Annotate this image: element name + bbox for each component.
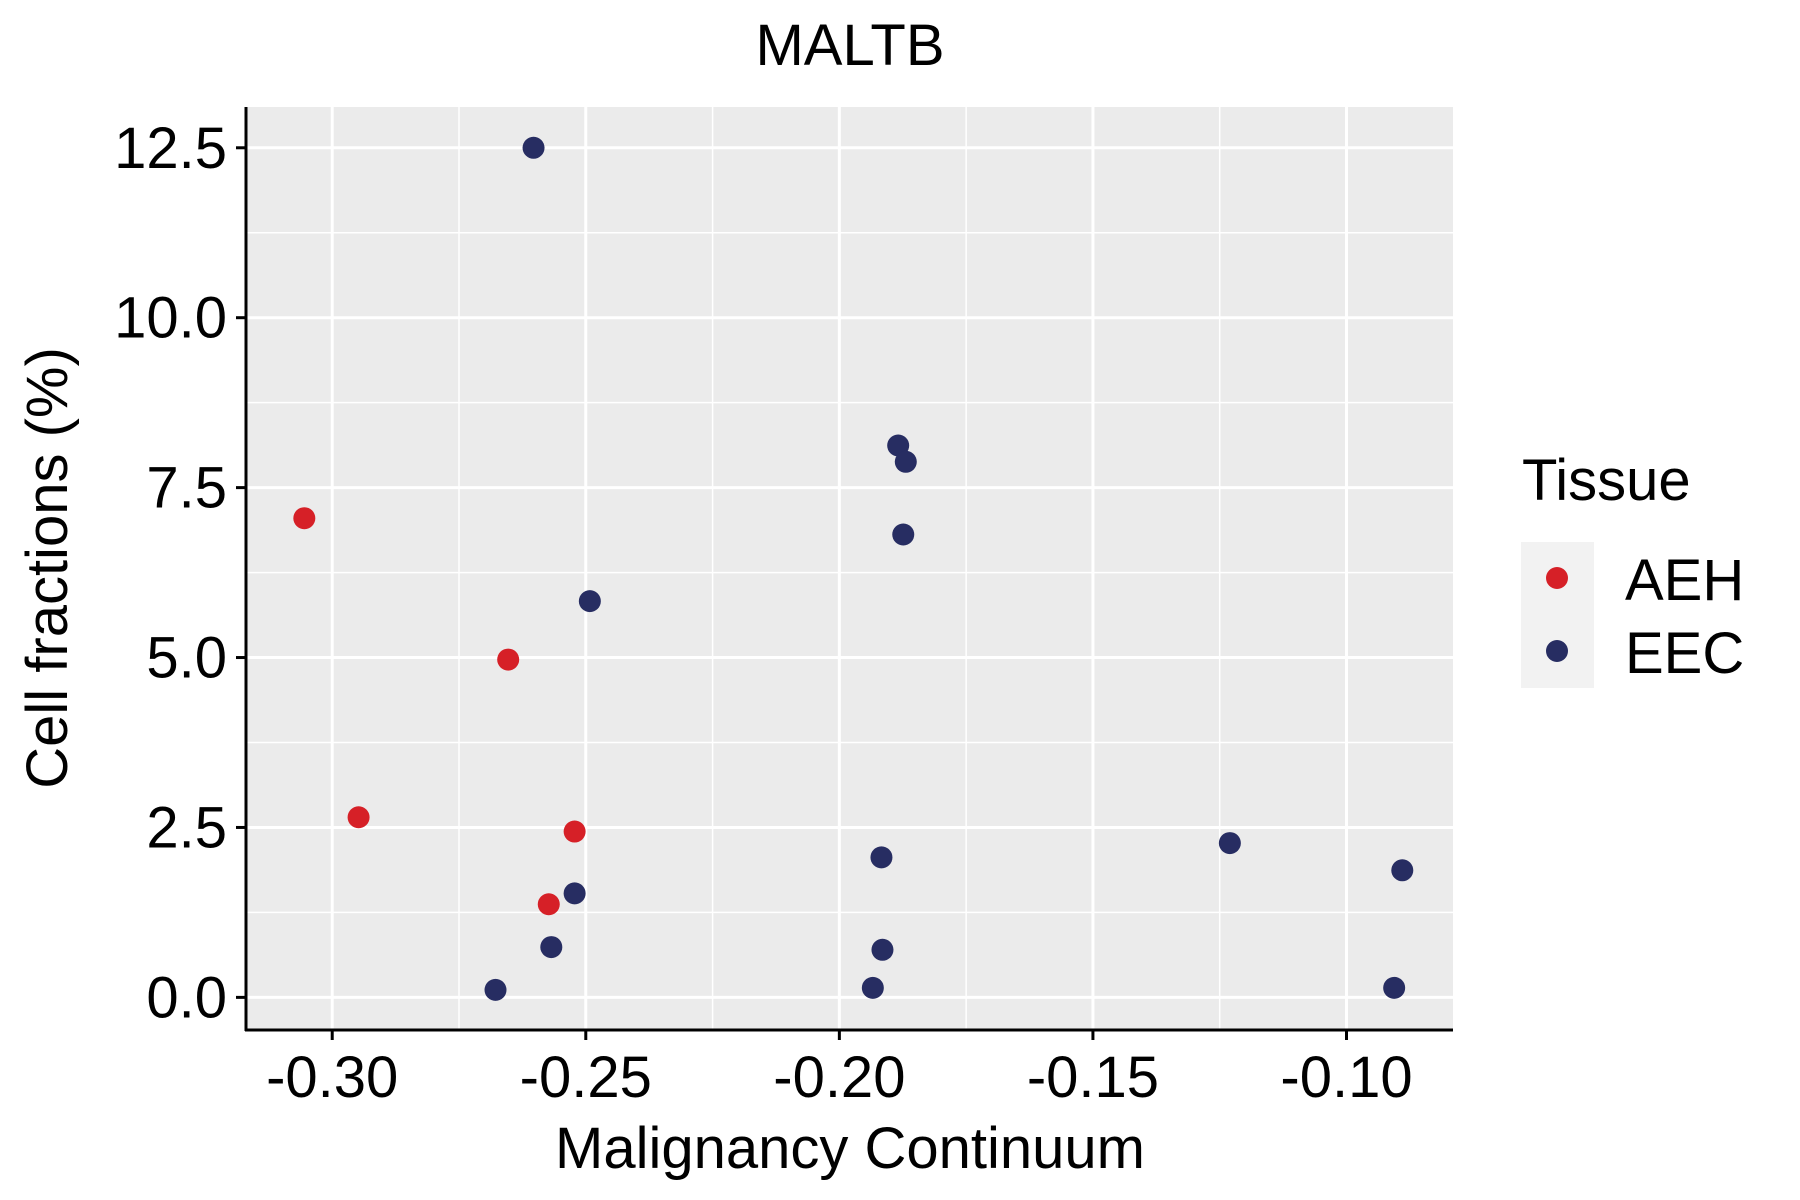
chart-title: MALTB: [755, 13, 944, 78]
y-tick-label: 2.5: [146, 795, 227, 860]
data-point-eec: [540, 936, 563, 959]
x-axis-ticks: -0.30 -0.25 -0.20 -0.15 -0.10: [266, 1030, 1413, 1110]
y-tick-label: 10.0: [114, 286, 227, 351]
legend-key-aeh: [1546, 567, 1568, 589]
data-point-aeh: [347, 806, 370, 829]
y-tick-label: 12.5: [114, 116, 227, 181]
data-point-aeh: [293, 507, 316, 530]
y-tick-label: 5.0: [146, 626, 227, 691]
y-axis-label: Cell fractions (%): [15, 347, 80, 789]
legend-title: Tissue: [1522, 448, 1691, 513]
data-point-eec: [861, 976, 884, 999]
data-point-aeh: [537, 893, 560, 916]
y-axis-ticks: 0.0 2.5 5.0 7.5 10.0 12.5: [114, 116, 246, 1030]
x-tick-label: -0.25: [520, 1045, 652, 1110]
data-points: [293, 136, 1414, 1001]
data-point-eec: [1391, 859, 1414, 882]
x-tick-label: -0.15: [1027, 1045, 1159, 1110]
data-point-eec: [1383, 976, 1406, 999]
data-point-eec: [484, 978, 507, 1001]
legend-key-eec: [1546, 640, 1568, 662]
y-tick-label: 0.0: [146, 965, 227, 1030]
data-point-eec: [871, 938, 894, 961]
minor-gridlines: [246, 107, 1453, 1030]
data-point-eec: [522, 136, 545, 159]
plot-panel: [246, 107, 1453, 1030]
data-point-eec: [563, 882, 586, 905]
x-axis-label: Malignancy Continuum: [555, 1116, 1145, 1181]
data-point-eec: [887, 434, 910, 457]
legend-label-aeh: AEH: [1625, 548, 1744, 613]
data-point-eec: [1218, 832, 1241, 855]
data-point-eec: [894, 450, 917, 473]
major-gridlines: [246, 107, 1453, 1030]
x-tick-label: -0.30: [266, 1045, 398, 1110]
data-point-eec: [892, 523, 915, 546]
data-point-aeh: [563, 820, 586, 843]
x-tick-label: -0.10: [1280, 1045, 1412, 1110]
data-point-eec: [578, 590, 601, 613]
data-point-aeh: [497, 648, 520, 671]
legend-key-background: [1521, 542, 1594, 688]
data-point-eec: [870, 846, 893, 869]
legend: Tissue AEH EEC: [1521, 448, 1744, 688]
y-tick-label: 7.5: [146, 456, 227, 521]
x-tick-label: -0.20: [773, 1045, 905, 1110]
legend-label-eec: EEC: [1625, 621, 1744, 686]
